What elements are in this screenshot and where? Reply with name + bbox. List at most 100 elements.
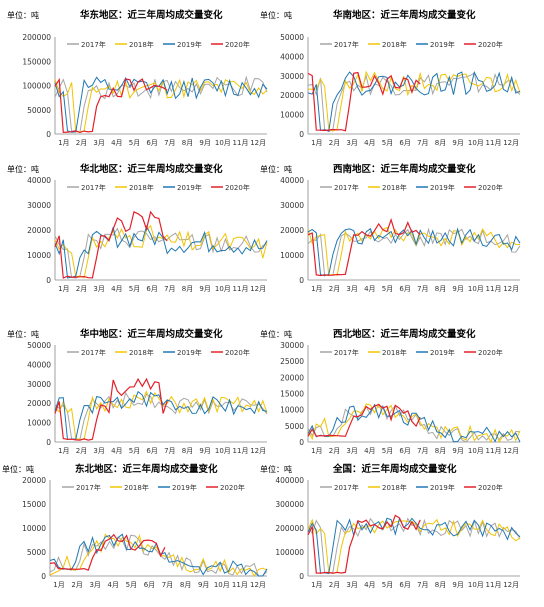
legend-label: 2020年 (225, 348, 250, 357)
legend-label: 2017年 (81, 348, 106, 357)
x-tick-label: 11月 (486, 447, 502, 455)
chart-title: 西北地区：近三年周均成交量变化 (333, 328, 476, 340)
x-tick-label: 9月 (452, 581, 463, 589)
y-tick-label: 5000 (285, 422, 304, 431)
x-tick-label: 7月 (417, 285, 428, 293)
x-tick-label: 6月 (146, 447, 157, 455)
x-tick-label: 2月 (329, 447, 340, 455)
x-tick-label: 4月 (364, 285, 375, 293)
x-tick-label: 2月 (76, 139, 87, 147)
x-tick-label: 10月 (468, 139, 484, 147)
y-tick-label: 400000 (275, 476, 304, 485)
x-tick-label: 12月 (250, 285, 266, 293)
x-tick-label: 7月 (417, 447, 428, 455)
y-tick-label: 300000 (275, 500, 304, 509)
chart-panel: 单位：吨 西北地区：近三年周均成交量变化 0 5000 10000 15000 20000 2… (260, 328, 521, 455)
legend-label: 2018年 (382, 348, 407, 357)
series-line-2018年 (307, 518, 521, 575)
legend-label: 2019年 (177, 40, 202, 49)
x-tick-label: 10月 (468, 581, 484, 589)
x-tick-label: 3月 (346, 285, 357, 293)
y-tick-label: 40000 (280, 176, 304, 185)
x-tick-label: 4月 (364, 139, 375, 147)
series-line-2018年 (54, 78, 268, 133)
y-tick-label: 10000 (27, 419, 51, 428)
chart-title: 全国：近三年周均成交量变化 (332, 463, 457, 475)
x-tick-label: 12月 (503, 139, 519, 147)
legend-label: 2018年 (382, 183, 407, 192)
chart-title: 华北地区：近三年周均成交量变化 (80, 163, 223, 175)
x-tick-label: 8月 (435, 285, 446, 293)
y-tick-label: 100000 (22, 82, 51, 91)
x-tick-label: 11月 (233, 139, 249, 147)
unit-label: 单位：吨 (260, 329, 292, 339)
y-tick-label: 0 (299, 130, 304, 139)
y-tick-label: 20000 (22, 476, 46, 485)
x-tick-label: 2月 (76, 447, 87, 455)
legend: 2017年 2018年 2019年 2020年 (67, 40, 250, 49)
legend-label: 2019年 (177, 183, 202, 192)
legend-label: 2020年 (478, 40, 503, 49)
x-tick-label: 5月 (129, 285, 140, 293)
x-tick-label: 6月 (144, 581, 155, 589)
x-tick-label: 2月 (76, 285, 87, 293)
x-tick-label: 4月 (108, 581, 119, 589)
x-tick-label: 8月 (435, 139, 446, 147)
chart-panel: 单位：吨 华东地区：近三年周均成交量变化 0 50000 100000 150000 200… (7, 9, 268, 147)
y-tick-label: 0 (41, 572, 46, 581)
series-line-2020年 (307, 514, 421, 574)
series-line-2017年 (54, 227, 268, 279)
x-tick-label: 4月 (364, 447, 375, 455)
y-tick-label: 0 (46, 438, 51, 447)
y-tick-label: 20000 (27, 226, 51, 235)
x-tick-label: 11月 (233, 447, 249, 455)
y-tick-label: 200000 (275, 524, 304, 533)
legend-label: 2020年 (225, 183, 250, 192)
x-tick-label: 12月 (503, 447, 519, 455)
x-tick-label: 5月 (129, 447, 140, 455)
y-tick-label: 20000 (27, 399, 51, 408)
legend-label: 2020年 (478, 483, 503, 492)
series-line-2018年 (307, 403, 521, 444)
series-line-2018年 (307, 70, 521, 132)
x-tick-label: 7月 (417, 139, 428, 147)
x-tick-label: 3月 (89, 581, 100, 589)
y-tick-label: 0 (299, 276, 304, 285)
legend-label: 2017年 (334, 183, 359, 192)
x-tick-label: 5月 (129, 139, 140, 147)
series-line-2018年 (54, 224, 268, 279)
x-tick-label: 1月 (58, 447, 69, 455)
x-tick-label: 12月 (250, 139, 266, 147)
x-tick-label: 8月 (182, 139, 193, 147)
x-tick-label: 11月 (486, 581, 502, 589)
chart-title: 华南地区：近三年周均成交量变化 (333, 9, 476, 21)
x-tick-label: 10月 (215, 285, 231, 293)
legend: 2017年 2018年 2019年 2020年 (67, 183, 250, 192)
y-tick-label: 25000 (280, 357, 304, 366)
y-tick-label: 10000 (280, 251, 304, 260)
x-tick-label: 1月 (311, 285, 322, 293)
legend-label: 2017年 (76, 483, 101, 492)
y-tick-label: 0 (46, 276, 51, 285)
series-line-2019年 (307, 517, 521, 575)
series-line-2020年 (54, 77, 168, 134)
series-line-2018年 (49, 533, 268, 577)
y-tick-label: 30000 (280, 72, 304, 81)
x-tick-label: 7月 (162, 581, 173, 589)
series-line-2019年 (307, 227, 521, 277)
x-tick-label: 9月 (452, 447, 463, 455)
y-tick-label: 10000 (280, 111, 304, 120)
series-line-2018年 (307, 226, 521, 277)
series-line-2020年 (54, 210, 168, 279)
y-tick-label: 15000 (22, 500, 46, 509)
x-tick-label: 8月 (182, 285, 193, 293)
y-tick-label: 0 (299, 438, 304, 447)
legend-label: 2017年 (81, 183, 106, 192)
x-tick-label: 6月 (399, 447, 410, 455)
y-tick-label: 0 (46, 130, 51, 139)
y-tick-label: 40000 (280, 52, 304, 61)
chart-panel: 单位：吨 华南地区：近三年周均成交量变化 0 10000 20000 30000 40000… (260, 9, 521, 147)
x-tick-label: 12月 (250, 581, 266, 589)
x-tick-label: 10月 (468, 285, 484, 293)
x-tick-label: 9月 (198, 581, 209, 589)
